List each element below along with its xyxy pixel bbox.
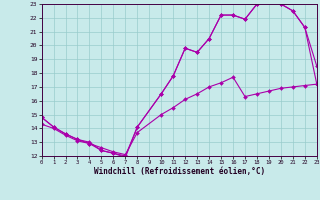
X-axis label: Windchill (Refroidissement éolien,°C): Windchill (Refroidissement éolien,°C) xyxy=(94,167,265,176)
